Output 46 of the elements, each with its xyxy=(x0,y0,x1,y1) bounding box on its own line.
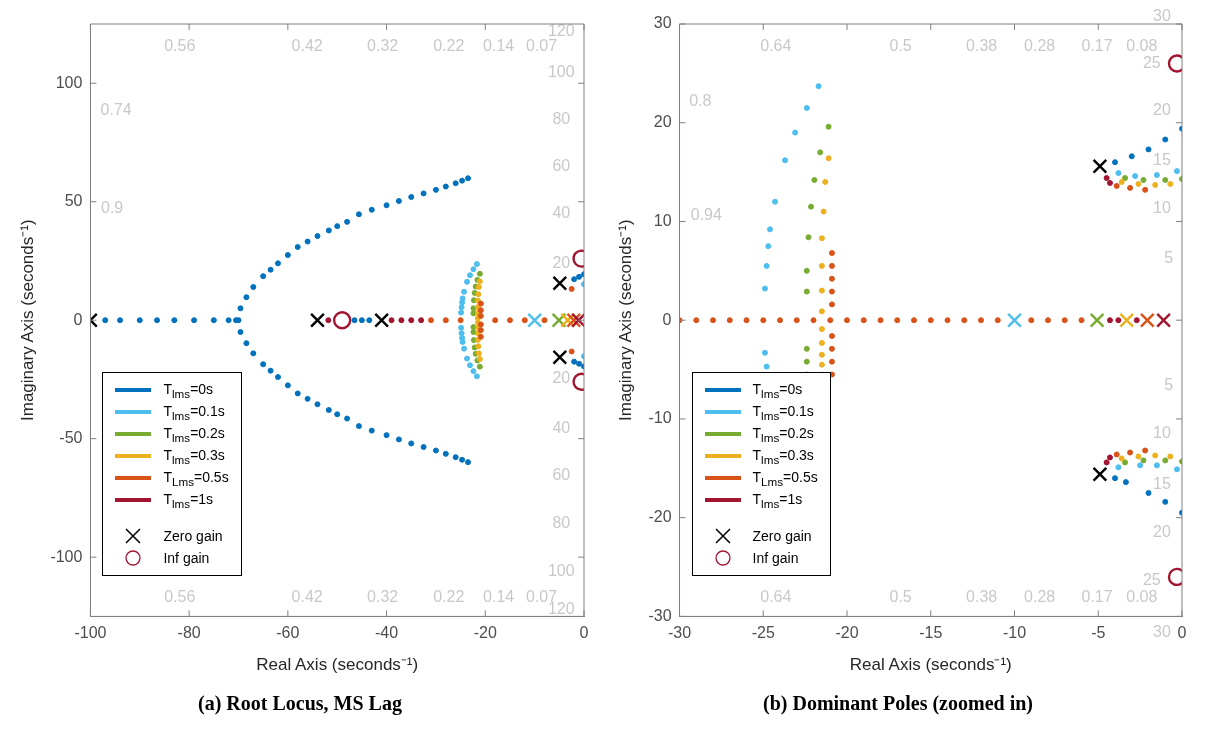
y-tick-label: -50 xyxy=(59,429,83,447)
legend-label: T$_{lms}$=0.3s xyxy=(163,447,225,466)
legend-label: T$_{Lms}$=0.5s xyxy=(163,469,229,488)
x-tick-label: -30 xyxy=(667,624,692,642)
legend-label: T$_{lms}$=0.3s xyxy=(752,447,814,466)
x-tick-label: -15 xyxy=(919,624,943,642)
x-axis-title: Real Axis (seconds⁻¹) xyxy=(256,655,419,675)
x-axis-title: Real Axis (seconds⁻¹) xyxy=(849,655,1012,675)
y-tick-label: 10 xyxy=(653,211,672,229)
legend-label: T$_{Lms}$=0.5s xyxy=(752,469,818,488)
x-tick-label: -20 xyxy=(473,624,497,642)
legend-label: T$_{lms}$=1s xyxy=(752,491,803,510)
legend-label: T$_{lms}$=0s xyxy=(163,381,214,400)
y-tick-label: 50 xyxy=(64,192,83,210)
legend-label: T$_{lms}$=0.2s xyxy=(752,425,814,444)
y-tick-label: 0 xyxy=(662,310,672,328)
legend-label: T$_{lms}$=0s xyxy=(752,381,803,400)
y-tick-label: -30 xyxy=(648,606,672,624)
y-axis-title: Imaginary Axis (seconds⁻¹) xyxy=(615,219,635,421)
x-tick-label: -5 xyxy=(1091,624,1106,642)
y-tick-label: -10 xyxy=(648,409,672,427)
legend-label: Zero gain xyxy=(163,528,223,545)
x-tick-label: 0 xyxy=(579,624,589,642)
legend-label: T$_{lms}$=0.1s xyxy=(752,403,814,422)
legend-label: T$_{lms}$=1s xyxy=(163,491,214,510)
x-tick-label: 0 xyxy=(1177,624,1187,642)
y-tick-label: 30 xyxy=(653,14,672,32)
legend-label: Inf gain xyxy=(163,550,210,567)
x-tick-label: -20 xyxy=(835,624,859,642)
legend-label: T$_{lms}$=0.2s xyxy=(163,425,225,444)
x-tick-label: -25 xyxy=(751,624,775,642)
x-tick-label: -80 xyxy=(177,624,201,642)
legend-label: Inf gain xyxy=(752,550,799,567)
legend-label: T$_{lms}$=0.1s xyxy=(163,403,225,422)
y-tick-label: -20 xyxy=(648,508,672,526)
text: (a) Root Locus, MS Lag xyxy=(197,692,403,715)
x-tick-label: -10 xyxy=(1002,624,1027,642)
x-tick-label: -40 xyxy=(375,624,399,642)
legend-label: Zero gain xyxy=(752,528,812,545)
y-tick-label: 20 xyxy=(653,113,672,131)
x-tick-label: -60 xyxy=(276,624,300,642)
y-tick-label: 0 xyxy=(73,310,83,328)
text: (b) Dominant Poles (zoomed in) xyxy=(762,692,1034,715)
y-tick-label: 100 xyxy=(55,73,83,91)
y-axis-title: Imaginary Axis (seconds⁻¹) xyxy=(17,219,37,421)
y-tick-label: -100 xyxy=(50,547,83,565)
